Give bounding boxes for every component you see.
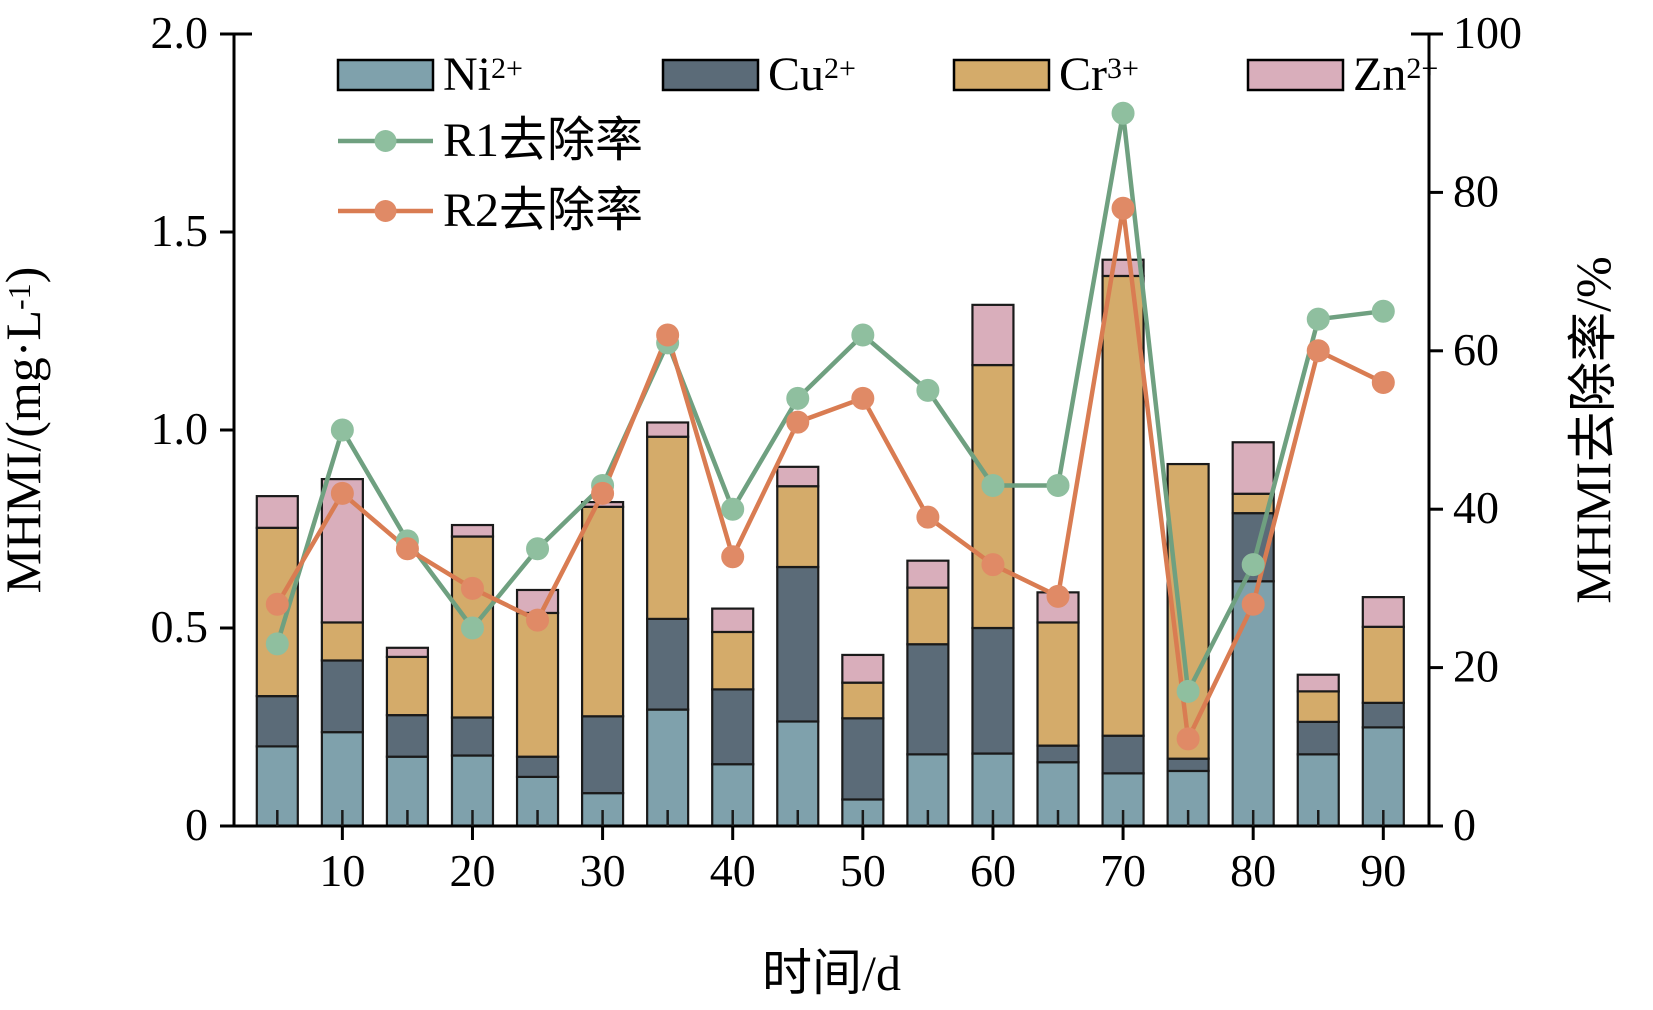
svg-text:60: 60 [1453,324,1499,375]
svg-text:0: 0 [1453,799,1476,850]
svg-text:MHMI/(mg·L-1): MHMI/(mg·L-1) [0,267,51,594]
svg-text:1.0: 1.0 [151,403,209,454]
svg-text:100: 100 [1453,7,1522,58]
svg-text:10: 10 [319,845,365,896]
svg-text:0: 0 [185,799,208,850]
svg-text:70: 70 [1100,845,1146,896]
svg-text:50: 50 [840,845,886,896]
svg-text:90: 90 [1360,845,1406,896]
svg-text:2.0: 2.0 [151,7,209,58]
svg-text:时间/d: 时间/d [762,945,901,1001]
svg-text:40: 40 [1453,482,1499,533]
svg-text:80: 80 [1230,845,1276,896]
svg-text:0.5: 0.5 [151,601,209,652]
svg-text:R1去除率: R1去除率 [443,114,643,167]
svg-text:40: 40 [710,845,756,896]
svg-text:20: 20 [449,845,495,896]
svg-text:1.5: 1.5 [151,205,209,256]
svg-text:MHMI去除率/%: MHMI去除率/% [1565,256,1621,603]
svg-text:30: 30 [580,845,626,896]
svg-text:R2去除率: R2去除率 [443,184,643,237]
svg-text:60: 60 [970,845,1016,896]
svg-text:80: 80 [1453,165,1499,216]
svg-text:20: 20 [1453,641,1499,692]
